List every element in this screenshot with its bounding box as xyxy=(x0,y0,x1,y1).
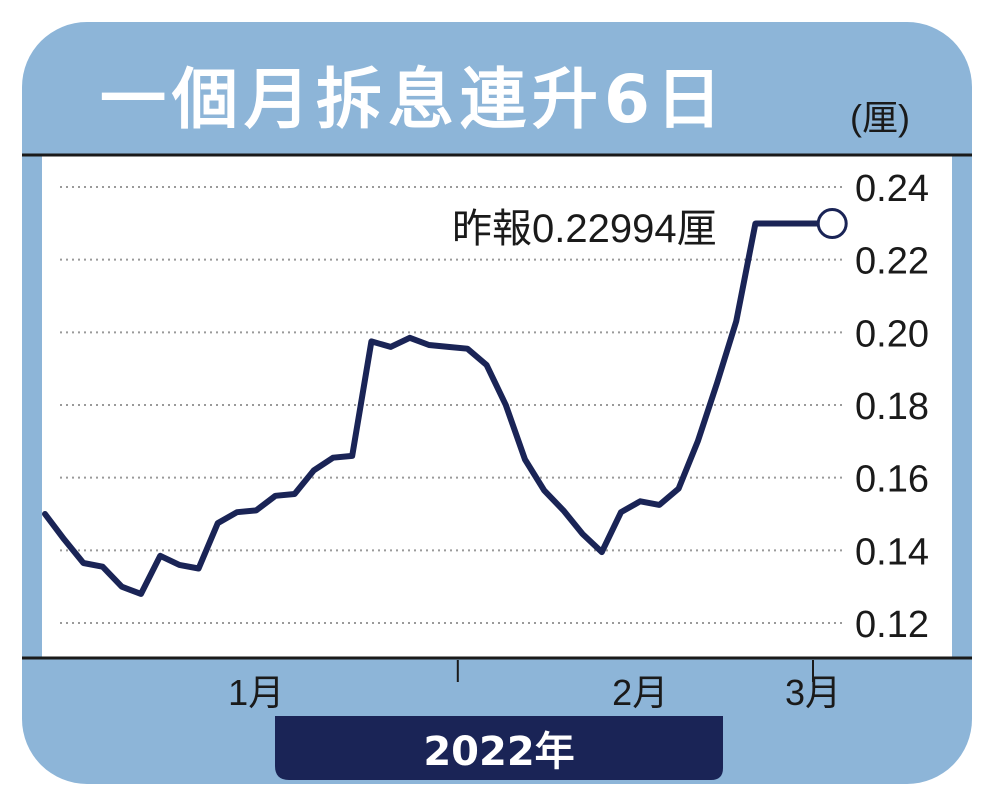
x-tick-label: 1月 xyxy=(228,672,284,713)
x-axis-year-label: 2022年 xyxy=(423,729,574,775)
latest-value-marker xyxy=(816,208,848,240)
x-axis-ticks: 1月 2月 3月 xyxy=(228,660,841,713)
x-tick-label: 2月 xyxy=(612,672,668,713)
y-tick-label: 0.12 xyxy=(855,604,929,646)
chart-title: 一個月拆息連升6日 xyxy=(100,61,728,138)
y-axis-unit-label: (厘) xyxy=(850,97,910,138)
y-tick-label: 0.18 xyxy=(855,386,929,428)
y-tick-label: 0.16 xyxy=(855,459,929,501)
y-tick-label: 0.14 xyxy=(855,531,929,573)
series-line xyxy=(42,220,759,597)
y-axis-ticks: 0.24 0.22 0.20 0.18 0.16 0.14 0.12 xyxy=(855,168,929,646)
gridlines xyxy=(60,186,845,624)
series-group xyxy=(42,208,848,597)
plot-area xyxy=(42,155,952,658)
x-tick-label: 3月 xyxy=(785,672,841,713)
y-tick-label: 0.20 xyxy=(855,313,929,355)
latest-value-annotation: 昨報0.22994厘 xyxy=(452,207,717,251)
year-bar xyxy=(275,716,723,780)
y-tick-label: 0.24 xyxy=(855,168,929,210)
y-tick-label: 0.22 xyxy=(855,241,929,283)
